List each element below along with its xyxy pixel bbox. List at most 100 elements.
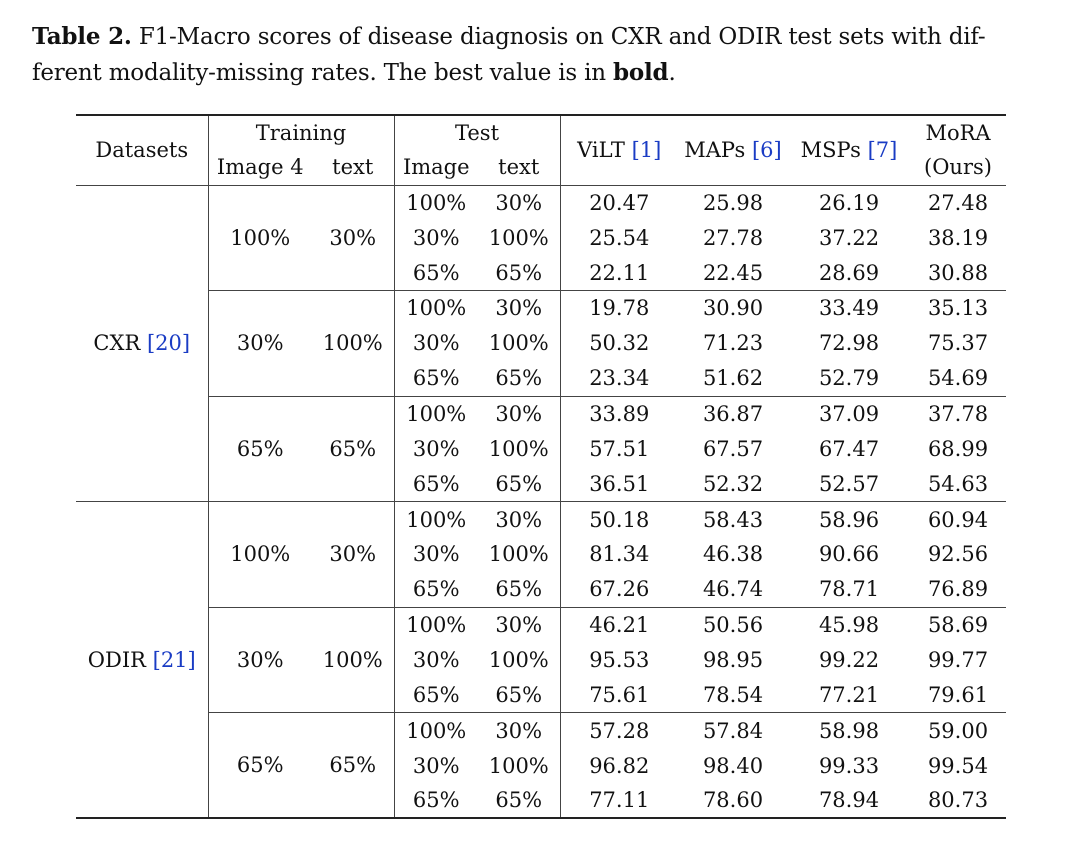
test-text-cell: 65% [478,360,561,397]
train-image-cell: 100% [208,501,312,608]
msps-score: 37.22 [818,225,880,250]
train-text-cell: 100% [312,290,395,397]
mora-score: 59.00 [910,712,1006,748]
msps-score: 90.66 [818,542,880,567]
maps-score: 27.78 [702,225,764,250]
caption-label: Table 2. [32,23,132,50]
msps-score: 78.71 [818,577,880,602]
test-text-cell: 100% [478,748,561,784]
header-vilt-ref: [1] [631,138,662,163]
table-row: 65% 65% 67.26 46.74 78.71 76.89 [76,572,1006,608]
msps-score: 99.22 [818,648,880,673]
test-text-cell: 100% [478,220,561,256]
msps-score: 33.49 [788,290,910,326]
maps-score: 46.38 [702,542,764,567]
test-image-cell: 30% [412,225,460,250]
test-image-cell: 65% [412,260,460,285]
test-text-cell: 100% [478,642,561,678]
table-row: 30% 100% 100% 30% 46.21 50.56 45.98 58.69 [76,606,1006,713]
header-mora-line1: MoRA [925,121,991,145]
table-caption: Table 2. F1-Macro scores of disease diag… [32,19,1052,91]
msps-score: 78.94 [818,788,880,813]
msps-score: 72.98 [818,331,880,356]
table-row: 65% 65% 23.34 51.62 52.79 54.69 [76,360,1006,397]
header-maps: MAPs [6] [678,115,788,185]
mora-score: 54.63 [927,471,989,496]
msps-score: 52.79 [818,366,880,391]
test-image-cell: 100% [394,184,478,221]
vilt-score: 19.78 [560,290,678,326]
vilt-score: 57.51 [589,436,650,461]
maps-score: 98.95 [702,648,764,673]
header-test: Test [394,115,561,150]
results-table: Datasets Training Test ViLT [1] MAPs [6]… [76,114,1006,819]
mora-score: 92.56 [927,542,989,567]
test-image-cell: 65% [412,788,460,813]
msps-score: 28.69 [818,260,880,285]
test-image-cell: 100% [394,395,478,432]
dataset-name-cell: ODIR [21] [76,501,209,819]
mora-score: 76.89 [927,577,989,602]
maps-score: 78.60 [702,788,764,813]
train-text-cell: 65% [312,712,395,819]
header-maps-label: MAPs [684,138,746,163]
table-row: 30% 100% 50.32 71.23 72.98 75.37 [76,325,1006,361]
table-row: ODIR [21] 100% 30% 100% 30% 50.18 58.43 58.96 60… [76,501,1006,819]
test-text-cell: 65% [478,572,561,608]
mora-score: 75.37 [927,331,989,356]
table-row: 65% 65% 100% 30% 33.89 36.87 37.09 37.78 [76,395,1006,502]
caption-line2: ferent modality-missing rates. The best … [32,60,613,86]
train-text-cell: 30% [312,501,395,608]
maps-score: 36.87 [678,395,788,432]
mora-score: 38.19 [927,225,989,250]
test-text-cell: 65% [478,255,561,291]
test-image-cell: 30% [412,542,460,567]
mora-score: 99.77 [927,648,989,673]
maps-score: 98.40 [702,753,764,778]
header-msps-label: MSPs [800,138,861,163]
test-image-cell: 30% [412,753,460,778]
test-text-cell: 65% [478,466,561,502]
caption-end: . [668,60,676,86]
table-row: 65% 65% 75.61 78.54 77.21 79.61 [76,677,1006,713]
dataset-ref: [21] [152,647,196,672]
mora-score: 60.94 [910,501,1006,537]
vilt-score: 46.21 [560,606,678,643]
msps-score: 52.57 [818,471,880,496]
test-image-cell: 30% [412,436,460,461]
mora-score: 68.99 [927,436,989,461]
dataset-name: CXR [93,331,141,356]
table-row: CXR [20] 100% 30% 100% 30% 20.47 25.98 26.19 27.… [76,184,1006,502]
vilt-score: 95.53 [589,648,650,673]
test-text-cell: 30% [478,606,561,643]
header-test-image: Image [402,155,470,180]
vilt-score: 25.54 [589,225,650,250]
vilt-score: 50.32 [589,331,650,356]
train-text-cell: 65% [312,395,395,502]
table-row: 30% 100% 95.53 98.95 99.22 99.77 [76,642,1006,678]
header-datasets: Datasets [76,115,209,185]
maps-score: 25.98 [678,184,788,221]
msps-score: 37.09 [788,395,910,432]
vilt-score: 96.82 [589,753,650,778]
train-text-cell: 100% [312,606,395,713]
vilt-score: 20.47 [560,184,678,221]
maps-score: 51.62 [702,366,764,391]
train-image-cell: 30% [208,290,312,397]
header-training: Training [208,115,395,150]
test-text-cell: 30% [478,290,561,326]
mora-score: 99.54 [927,753,989,778]
test-text-cell: 30% [478,395,561,432]
msps-score: 77.21 [818,682,880,707]
vilt-score: 36.51 [589,471,650,496]
maps-score: 78.54 [702,682,764,707]
header-msps: MSPs [7] [788,115,910,185]
table-row: 65% 65% 77.11 78.60 78.94 80.73 [76,783,1006,819]
mora-score: 37.78 [910,395,1006,432]
train-image-cell: 30% [208,606,312,713]
test-image-cell: 30% [412,648,460,673]
table-row: 65% 65% 22.11 22.45 28.69 30.88 [76,255,1006,291]
msps-score: 26.19 [788,184,910,221]
msps-score: 58.96 [788,501,910,537]
vilt-score: 33.89 [560,395,678,432]
